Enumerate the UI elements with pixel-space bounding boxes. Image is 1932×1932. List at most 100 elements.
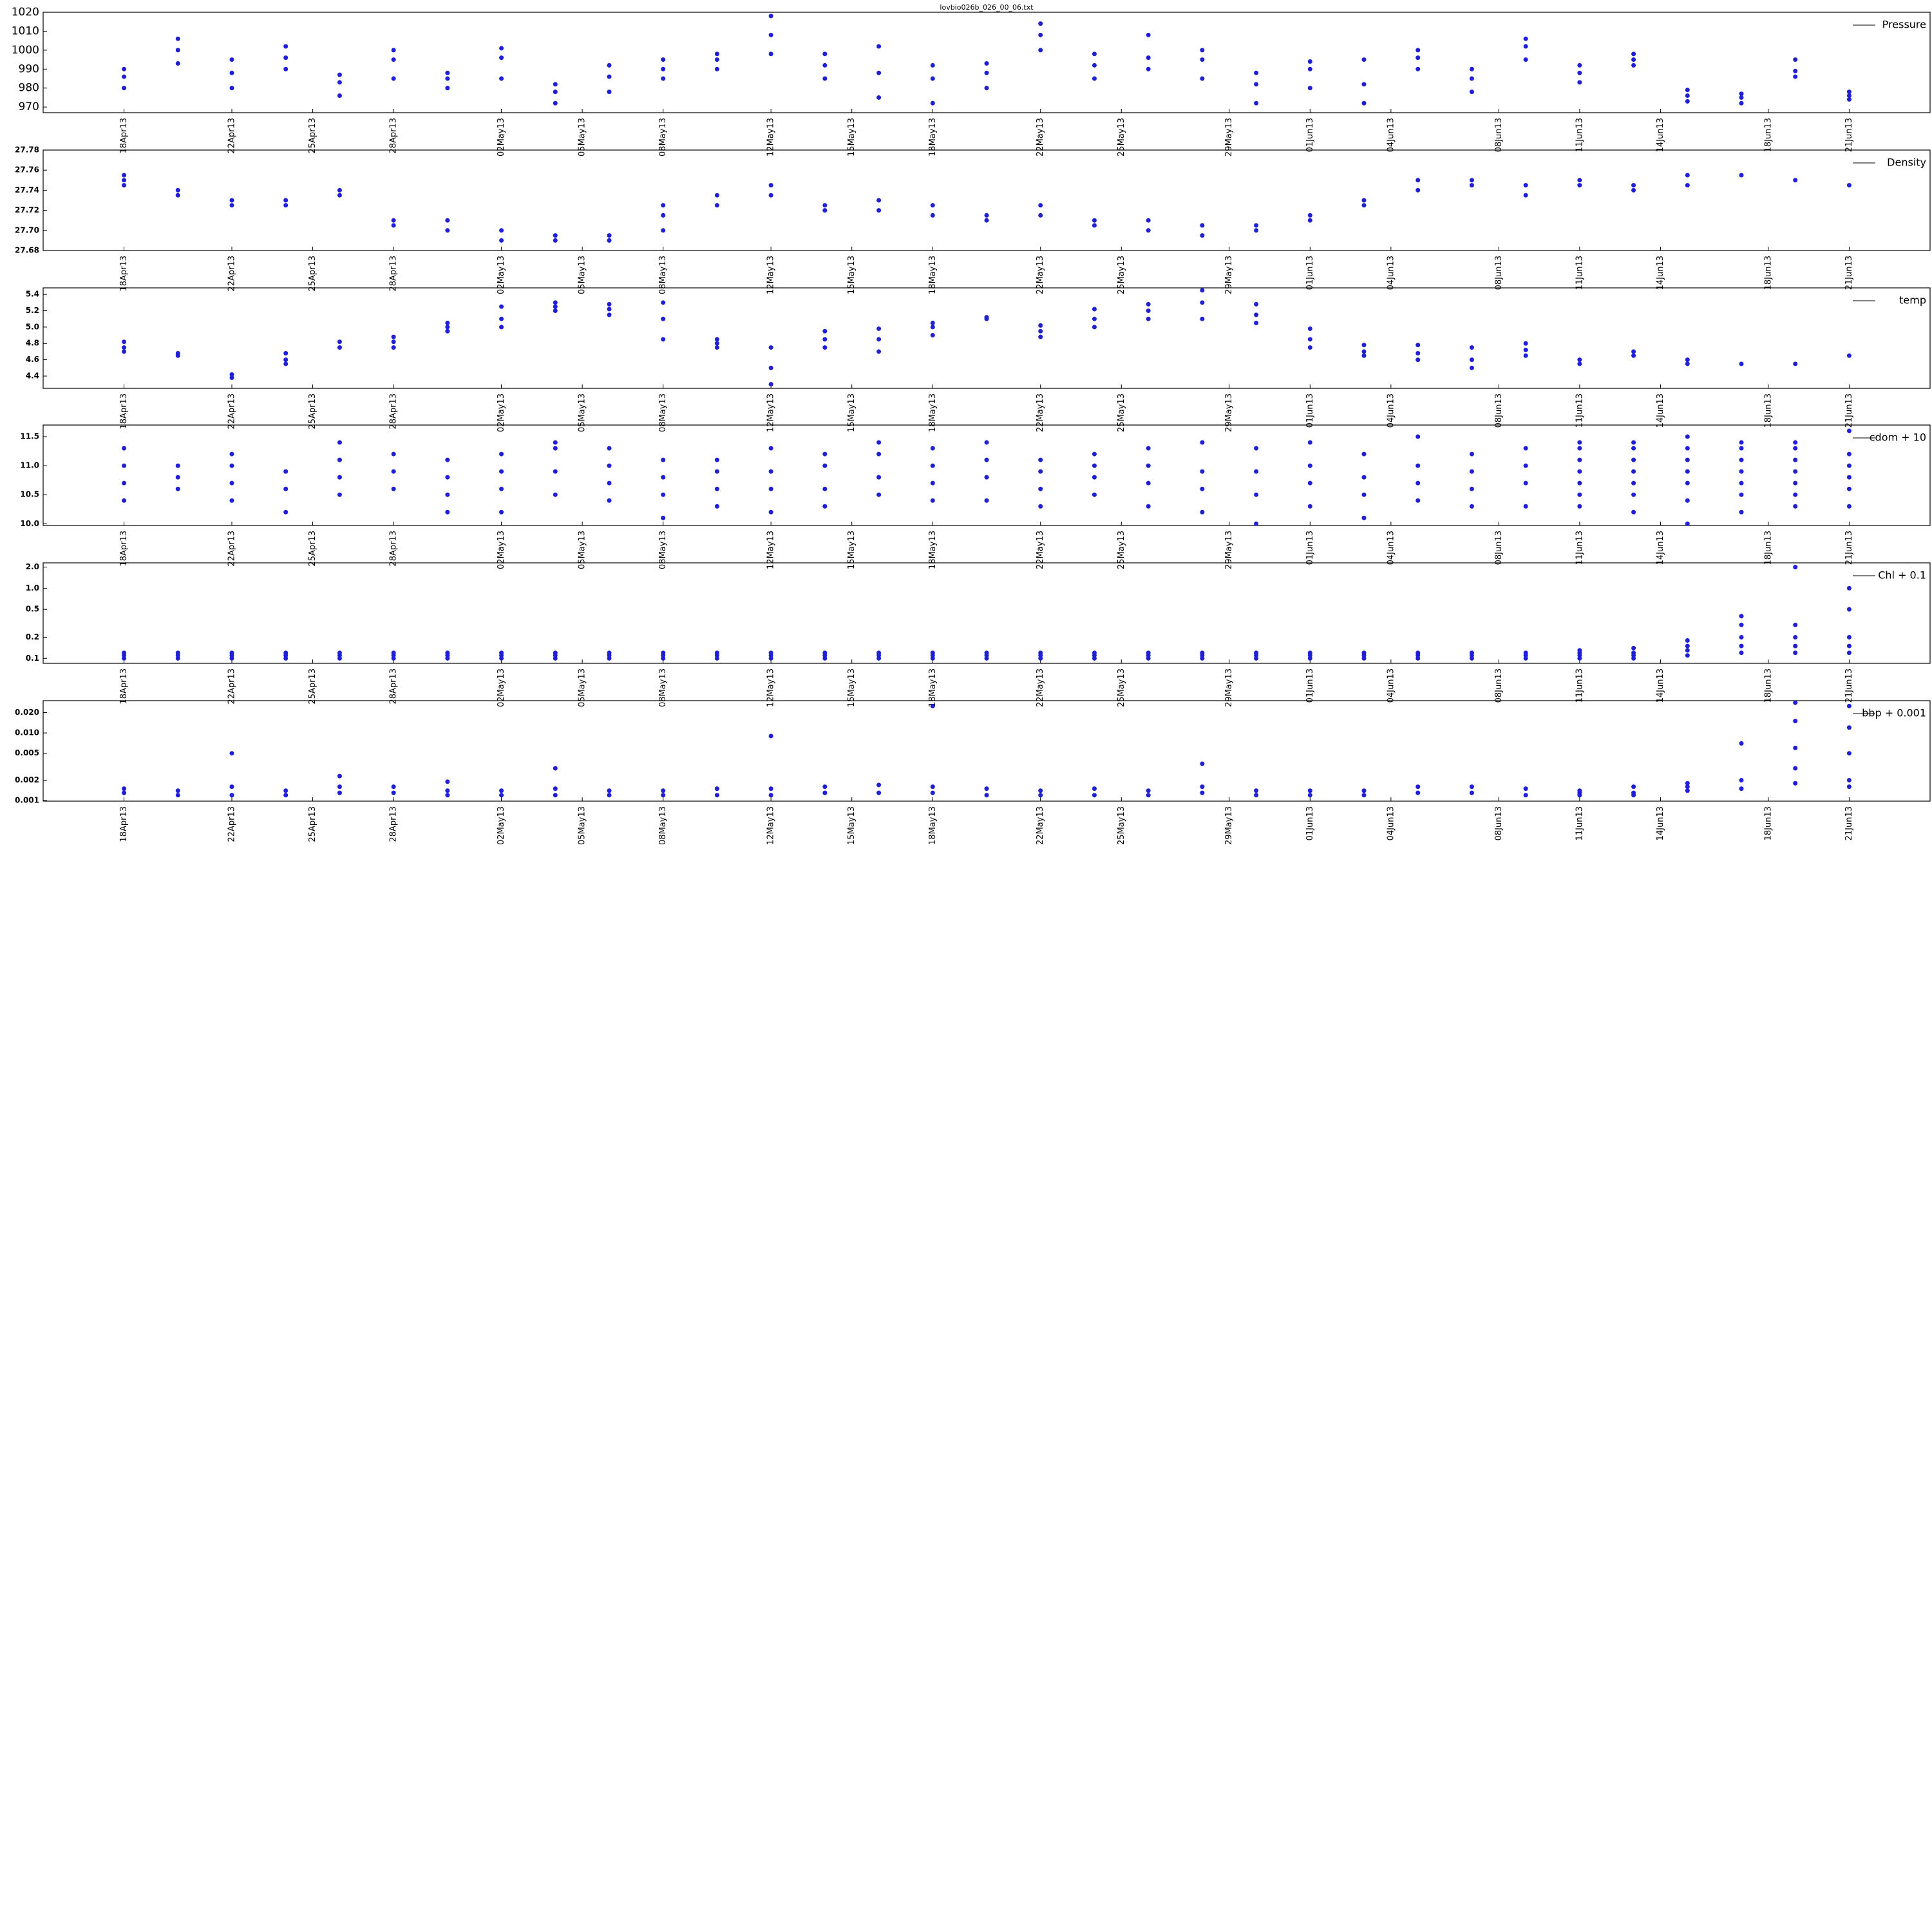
x-tick-label: 04Jun13 — [1386, 668, 1396, 703]
point — [391, 223, 396, 228]
point — [1200, 761, 1205, 766]
point — [930, 203, 935, 208]
x-tick-label: 29May13 — [1224, 668, 1234, 707]
x-tick-label: 14Jun13 — [1656, 668, 1665, 703]
point — [1631, 440, 1636, 445]
point — [1685, 781, 1690, 786]
x-tick-label: 18Apr13 — [119, 256, 129, 292]
point — [1361, 82, 1367, 87]
point — [1469, 357, 1474, 363]
point — [1038, 650, 1043, 656]
point — [768, 345, 773, 350]
point — [1416, 48, 1421, 53]
point — [1416, 784, 1421, 790]
x-tick-label: 04Jun13 — [1386, 806, 1396, 840]
point — [1254, 446, 1259, 451]
point — [1200, 509, 1205, 515]
point — [1685, 788, 1690, 793]
point — [822, 790, 828, 795]
point — [1793, 745, 1798, 750]
x-tick-label: 05May13 — [578, 806, 587, 845]
point — [1523, 57, 1528, 62]
point — [984, 786, 989, 791]
point — [1469, 345, 1474, 350]
point — [1038, 48, 1043, 53]
point — [499, 451, 504, 457]
y-tick-label: 2.0 — [26, 562, 39, 571]
point — [1577, 440, 1582, 445]
x-tick-label: 18Jun13 — [1763, 393, 1773, 428]
point — [1739, 361, 1744, 366]
point — [391, 469, 396, 474]
x-tick-label: 22May13 — [1036, 806, 1045, 845]
point — [499, 486, 504, 491]
point — [1254, 82, 1259, 87]
point — [1200, 316, 1205, 321]
point — [876, 782, 882, 788]
y-tick-label: 27.68 — [15, 246, 39, 255]
point — [714, 193, 719, 198]
point — [1307, 326, 1312, 331]
point — [876, 492, 882, 497]
point — [1469, 90, 1474, 95]
y-tick-label: 10.0 — [20, 519, 39, 528]
x-tick-label: 12May13 — [766, 393, 776, 432]
point — [1846, 607, 1852, 612]
x-tick-label: 25May13 — [1117, 806, 1126, 845]
point — [553, 233, 558, 238]
point — [1038, 323, 1043, 328]
point — [607, 650, 612, 656]
y-tick-label: 4.4 — [26, 371, 39, 380]
point — [499, 55, 504, 61]
point — [445, 321, 450, 326]
plot-frame — [43, 12, 1931, 113]
point — [337, 650, 342, 656]
x-tick-label: 12May13 — [766, 668, 776, 707]
x-tick-label: 12May13 — [766, 531, 776, 569]
x-tick-label: 28Apr13 — [389, 393, 399, 430]
point — [283, 357, 289, 363]
point — [283, 650, 289, 656]
point — [175, 61, 180, 66]
point — [1146, 650, 1151, 656]
point — [930, 213, 935, 218]
point — [930, 325, 935, 330]
point — [1361, 793, 1367, 798]
point — [499, 469, 504, 474]
point — [607, 74, 612, 79]
point — [1631, 650, 1636, 656]
point — [1685, 648, 1690, 653]
point — [1739, 614, 1744, 619]
point — [930, 446, 935, 451]
point — [1846, 725, 1852, 730]
point — [661, 457, 666, 462]
legend-label: bbp + 0.001 — [1862, 707, 1926, 719]
point — [1361, 475, 1367, 480]
point — [1038, 213, 1043, 218]
point — [607, 446, 612, 451]
point — [1685, 183, 1690, 188]
legend-label: Density — [1887, 156, 1926, 169]
point — [229, 463, 234, 468]
point — [1577, 62, 1582, 68]
point — [1361, 353, 1367, 358]
point — [175, 48, 180, 53]
point — [1092, 76, 1097, 81]
x-tick-label: 15May13 — [847, 806, 857, 845]
point — [1577, 70, 1582, 75]
point — [714, 786, 719, 791]
point — [1793, 469, 1798, 474]
point — [607, 307, 612, 312]
point — [229, 751, 234, 756]
point — [1146, 504, 1151, 509]
x-tick-label: 25Apr13 — [308, 118, 317, 154]
point — [391, 486, 396, 491]
point — [553, 304, 558, 309]
point — [1793, 74, 1798, 79]
point — [822, 337, 828, 342]
x-tick-label: 22Apr13 — [227, 668, 237, 705]
point — [1793, 650, 1798, 656]
plot-frame — [43, 700, 1931, 802]
point — [1631, 57, 1636, 62]
point — [1254, 650, 1259, 656]
